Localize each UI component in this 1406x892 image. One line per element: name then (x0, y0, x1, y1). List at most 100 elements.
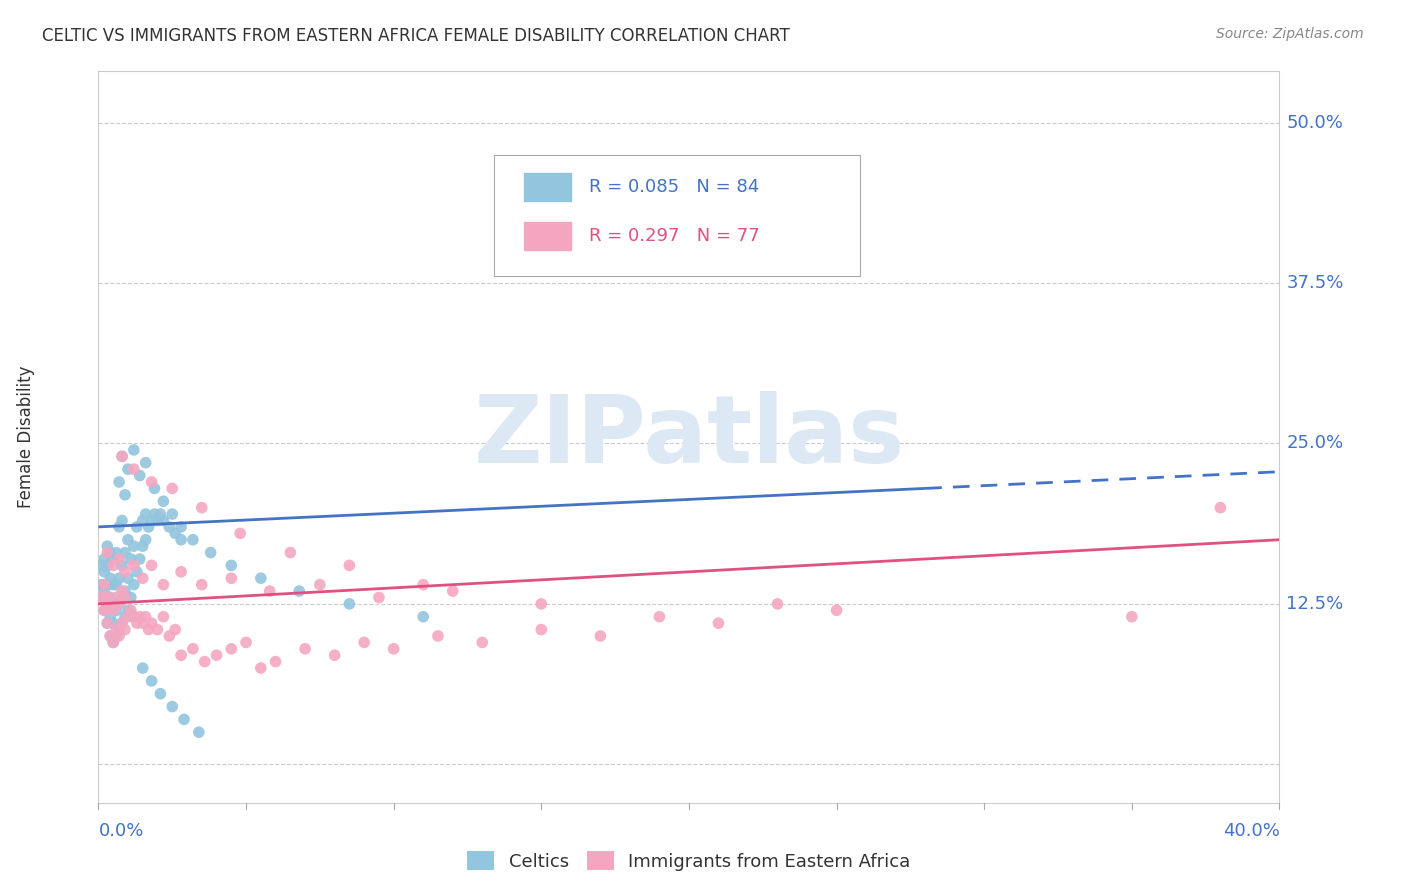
Point (111, 514, 134, 528)
Point (114, 488, 136, 502)
Point (98, 545, 121, 559)
Point (1209, 500, 1232, 515)
Text: 0.0%: 0.0% (98, 822, 143, 840)
Point (235, 635, 257, 649)
Point (96, 577, 118, 591)
Point (138, 623, 160, 637)
Point (141, 514, 163, 528)
Point (135, 533, 157, 547)
Point (229, 526, 252, 541)
Point (90, 591, 112, 605)
Point (323, 648, 346, 663)
Point (146, 623, 169, 637)
Point (98, 571, 121, 585)
Point (250, 571, 273, 585)
Point (337, 597, 360, 611)
Point (132, 514, 155, 528)
Point (125, 520, 148, 534)
Point (105, 545, 128, 559)
Point (120, 591, 142, 605)
Point (120, 552, 142, 566)
Point (93, 552, 115, 566)
Point (143, 507, 166, 521)
Point (105, 577, 128, 591)
Point (103, 616, 125, 631)
Point (105, 591, 128, 605)
Point (191, 577, 214, 591)
Point (111, 450, 134, 464)
Point (135, 456, 157, 470)
Point (471, 635, 494, 649)
Point (122, 577, 145, 591)
Text: 37.5%: 37.5% (1286, 274, 1344, 292)
Point (149, 687, 172, 701)
Text: CELTIC VS IMMIGRANTS FROM EASTERN AFRICA FEMALE DISABILITY CORRELATION CHART: CELTIC VS IMMIGRANTS FROM EASTERN AFRICA… (42, 27, 790, 45)
Bar (523, 222, 571, 250)
Point (589, 629, 612, 643)
Point (96, 539, 118, 553)
Point (125, 616, 148, 631)
Point (707, 616, 730, 631)
Point (648, 609, 671, 624)
Point (98, 629, 121, 643)
Point (427, 629, 450, 643)
Point (117, 533, 139, 547)
Point (108, 623, 131, 637)
Point (128, 609, 150, 624)
Point (278, 545, 302, 559)
Text: R = 0.297   N = 77: R = 0.297 N = 77 (589, 227, 759, 245)
Point (368, 591, 391, 605)
Point (108, 475, 131, 489)
Point (194, 655, 217, 669)
Point (122, 558, 145, 573)
Point (103, 603, 125, 617)
Point (111, 616, 134, 631)
Point (382, 641, 405, 656)
Point (96, 616, 118, 631)
Point (219, 641, 242, 656)
Text: 25.0%: 25.0% (1286, 434, 1344, 452)
Point (162, 507, 183, 521)
Text: ZIPatlas: ZIPatlas (474, 391, 904, 483)
Text: 50.0%: 50.0% (1286, 113, 1343, 132)
Point (93, 603, 115, 617)
Point (146, 514, 169, 528)
Point (96, 545, 118, 559)
Point (128, 468, 150, 483)
Point (143, 482, 166, 496)
Point (132, 661, 155, 675)
Point (122, 609, 145, 624)
Point (141, 475, 163, 489)
Point (93, 584, 115, 599)
Point (441, 584, 464, 599)
Point (132, 539, 155, 553)
Point (152, 494, 174, 508)
Point (103, 577, 125, 591)
Text: 40.0%: 40.0% (1223, 822, 1279, 840)
Point (105, 623, 128, 637)
Point (162, 699, 183, 714)
Point (114, 623, 136, 637)
Point (187, 725, 209, 739)
Point (200, 545, 222, 559)
Point (111, 558, 134, 573)
Text: 12.5%: 12.5% (1286, 595, 1344, 613)
Point (309, 577, 332, 591)
Legend: Celtics, Immigrants from Eastern Africa: Celtics, Immigrants from Eastern Africa (460, 844, 918, 878)
Point (96, 591, 118, 605)
Point (825, 603, 848, 617)
Point (125, 565, 148, 579)
Point (122, 442, 145, 457)
Point (117, 462, 139, 476)
Point (114, 565, 136, 579)
Point (157, 629, 180, 643)
Point (170, 565, 193, 579)
Point (1121, 609, 1143, 624)
Point (103, 558, 125, 573)
Point (111, 591, 134, 605)
Point (114, 545, 136, 559)
Point (165, 623, 187, 637)
Text: Female Disability: Female Disability (17, 366, 35, 508)
Point (117, 603, 139, 617)
Point (766, 597, 789, 611)
